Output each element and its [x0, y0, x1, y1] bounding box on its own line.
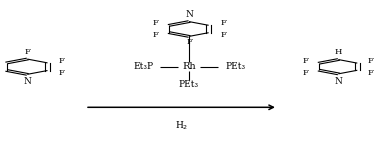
- Text: F: F: [59, 57, 65, 65]
- Text: F: F: [152, 19, 158, 27]
- Text: Rh: Rh: [182, 62, 196, 71]
- Text: N: N: [23, 77, 31, 86]
- Text: H: H: [335, 48, 342, 56]
- Text: F: F: [152, 31, 158, 39]
- Text: F: F: [303, 57, 309, 65]
- Text: F: F: [303, 69, 309, 77]
- Text: F: F: [186, 38, 192, 47]
- Text: H$_2$: H$_2$: [175, 120, 188, 132]
- Text: N: N: [185, 10, 193, 19]
- Text: PEt₃: PEt₃: [226, 62, 246, 71]
- Text: F: F: [220, 31, 226, 39]
- Text: F: F: [220, 19, 226, 27]
- Text: F: F: [368, 69, 374, 77]
- Text: F: F: [24, 48, 30, 56]
- Text: Et₃P: Et₃P: [133, 62, 154, 71]
- Text: F: F: [59, 69, 65, 77]
- Text: N: N: [335, 77, 342, 86]
- Text: PEt₃: PEt₃: [179, 80, 199, 89]
- Text: F: F: [368, 57, 374, 65]
